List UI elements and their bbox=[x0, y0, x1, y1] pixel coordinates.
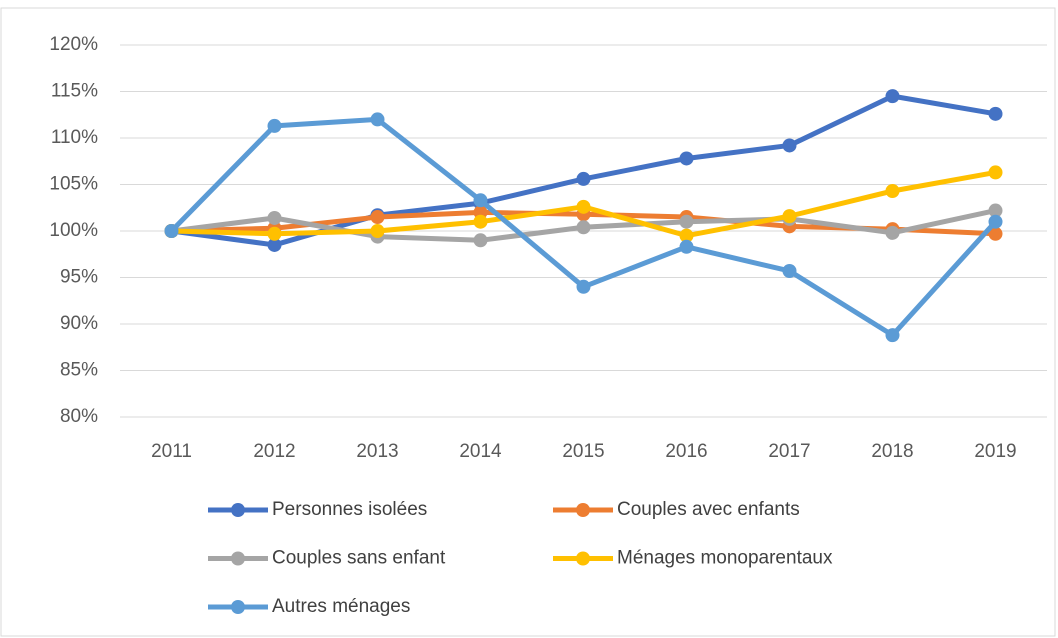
data-point bbox=[370, 112, 385, 127]
legend-label: Couples sans enfant bbox=[272, 548, 446, 569]
legend: Personnes isolées Couples avec enfants Cou… bbox=[208, 499, 833, 617]
data-point bbox=[679, 239, 694, 254]
legend-marker bbox=[231, 551, 245, 566]
legend-label: Autres ménages bbox=[272, 596, 410, 617]
data-point bbox=[988, 165, 1003, 180]
data-point bbox=[885, 184, 900, 199]
data-point bbox=[370, 210, 385, 225]
data-point bbox=[576, 220, 591, 235]
legend-marker bbox=[576, 503, 590, 517]
y-tick-label: 85% bbox=[60, 360, 98, 381]
y-tick-label: 120% bbox=[49, 34, 98, 55]
data-point bbox=[473, 233, 488, 248]
data-point bbox=[988, 203, 1003, 218]
x-tick-label: 2012 bbox=[253, 441, 295, 462]
data-point bbox=[988, 214, 1003, 229]
data-point bbox=[267, 226, 282, 241]
y-tick-label: 110% bbox=[51, 127, 98, 148]
legend-label: Personnes isolées bbox=[272, 499, 427, 520]
data-point bbox=[885, 225, 900, 240]
y-tick-label: 100% bbox=[49, 220, 98, 241]
data-point bbox=[473, 193, 488, 208]
x-tick-label: 2018 bbox=[871, 441, 913, 462]
legend-marker bbox=[231, 600, 245, 614]
data-point bbox=[576, 199, 591, 214]
data-point bbox=[988, 226, 1003, 241]
x-tick-label: 2019 bbox=[974, 441, 1016, 462]
y-tick-label: 80% bbox=[60, 406, 98, 427]
data-point bbox=[576, 171, 591, 186]
legend-marker bbox=[576, 551, 590, 566]
x-tick-label: 2015 bbox=[562, 441, 604, 462]
data-point bbox=[679, 228, 694, 243]
y-tick-label: 95% bbox=[60, 267, 98, 288]
data-point bbox=[782, 209, 797, 224]
x-tick-label: 2014 bbox=[459, 441, 502, 462]
legend-label: Ménages monoparentaux bbox=[617, 548, 833, 569]
x-tick-label: 2011 bbox=[151, 441, 192, 462]
y-tick-label: 90% bbox=[60, 313, 98, 334]
data-point bbox=[782, 138, 797, 153]
data-point bbox=[885, 328, 900, 343]
legend-label: Couples avec enfants bbox=[617, 499, 800, 520]
legend-marker bbox=[231, 503, 245, 517]
data-point bbox=[267, 237, 282, 252]
data-point bbox=[988, 106, 1003, 121]
y-tick-label: 105% bbox=[49, 174, 98, 195]
data-point bbox=[885, 89, 900, 104]
data-point bbox=[679, 214, 694, 229]
data-point bbox=[164, 224, 179, 238]
data-point bbox=[267, 210, 282, 225]
x-tick-label: 2017 bbox=[768, 441, 810, 462]
chart-frame bbox=[0, 7, 1056, 637]
data-point bbox=[473, 214, 488, 229]
y-tick-label: 115% bbox=[51, 81, 98, 102]
data-point bbox=[370, 224, 385, 238]
data-point bbox=[576, 279, 591, 294]
x-tick-label: 2016 bbox=[665, 441, 707, 462]
data-point bbox=[782, 263, 797, 278]
data-point bbox=[679, 151, 694, 166]
x-tick-label: 2013 bbox=[356, 441, 398, 462]
data-point bbox=[267, 118, 282, 133]
